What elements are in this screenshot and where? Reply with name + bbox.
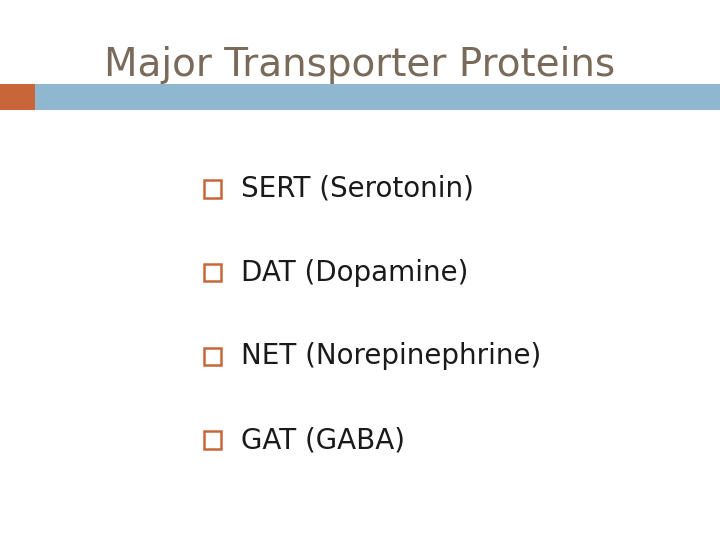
Bar bbox=[204, 348, 221, 365]
Bar bbox=[204, 264, 221, 281]
Text: DAT (Dopamine): DAT (Dopamine) bbox=[241, 259, 469, 287]
Bar bbox=[204, 180, 221, 198]
Text: NET (Norepinephrine): NET (Norepinephrine) bbox=[241, 342, 541, 370]
Text: Major Transporter Proteins: Major Transporter Proteins bbox=[104, 46, 616, 84]
Text: GAT (GABA): GAT (GABA) bbox=[241, 426, 405, 454]
Bar bbox=[35, 84, 720, 110]
Bar bbox=[204, 431, 221, 449]
Text: SERT (Serotonin): SERT (Serotonin) bbox=[241, 175, 474, 203]
Bar bbox=[0, 84, 35, 110]
